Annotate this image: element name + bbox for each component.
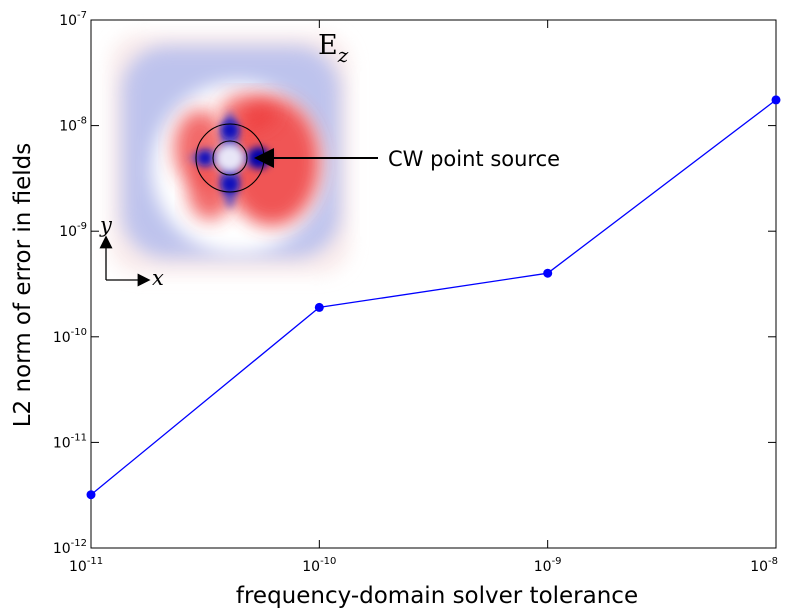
y-tick-label-exponent: -8 bbox=[77, 116, 87, 127]
series-line bbox=[90, 99, 777, 496]
y-tick-label-exponent: -12 bbox=[71, 538, 87, 549]
inset-inner-ring bbox=[212, 140, 248, 176]
x-tick-label-exponent: -10 bbox=[320, 556, 336, 567]
data-point bbox=[771, 95, 781, 105]
y-tick-label: 10-7 bbox=[59, 10, 87, 29]
inset-blue-spot-bottom bbox=[221, 175, 239, 193]
y-tick-label: 10-11 bbox=[53, 432, 87, 451]
inset-blue-spot-left bbox=[197, 150, 213, 166]
data-point bbox=[543, 268, 553, 278]
plot-frame bbox=[90, 19, 777, 549]
x-tick-label-exponent: -9 bbox=[552, 556, 562, 567]
x-tick-label-base: 10 bbox=[69, 559, 87, 575]
x-tick-label-exponent: -8 bbox=[768, 556, 778, 567]
inset-axis-indicator: y x bbox=[99, 213, 164, 290]
y-tick-label-exponent: -10 bbox=[71, 327, 87, 338]
inset-y-label: y bbox=[99, 213, 113, 237]
inset-field-label: Ez bbox=[318, 30, 349, 67]
inset-inner-white bbox=[216, 144, 244, 172]
inset-red-lobe-bottom bbox=[188, 164, 232, 220]
data-series-layer bbox=[86, 95, 781, 500]
y-tick-label-base: 10 bbox=[53, 541, 71, 557]
y-tick-label: 10-8 bbox=[59, 116, 87, 135]
y-tick-label: 10-9 bbox=[59, 221, 87, 240]
y-tick-label-base: 10 bbox=[53, 435, 71, 451]
y-tick-label: 10-12 bbox=[53, 538, 87, 557]
data-point bbox=[314, 302, 324, 312]
x-tick-label: 10-10 bbox=[302, 556, 336, 575]
y-tick-label: 10-10 bbox=[53, 327, 87, 346]
x-tick-label: 10-11 bbox=[69, 556, 103, 575]
x-axis-title: frequency-domain solver tolerance bbox=[236, 583, 638, 609]
y-tick-label-base: 10 bbox=[59, 119, 77, 135]
x-tick-label: 10-9 bbox=[534, 556, 562, 575]
inset-blue-spot-top bbox=[221, 121, 239, 139]
y-tick-label-base: 10 bbox=[53, 330, 71, 346]
y-tick-label-exponent: -7 bbox=[77, 10, 87, 21]
x-tick-label: 10-8 bbox=[750, 556, 778, 575]
y-tick-label-base: 10 bbox=[59, 224, 77, 240]
inset-x-label: x bbox=[152, 266, 164, 290]
y-tick-label-exponent: -11 bbox=[71, 432, 87, 443]
data-point bbox=[86, 490, 96, 500]
x-tick-label-base: 10 bbox=[750, 559, 768, 575]
x-axis: 10-11 10-10 10-9 10-8 bbox=[69, 20, 778, 575]
source-annotation: CW point source bbox=[388, 147, 560, 171]
x-tick-label-base: 10 bbox=[534, 559, 552, 575]
x-tick-label-base: 10 bbox=[302, 559, 320, 575]
inset-field-image bbox=[108, 30, 353, 275]
y-tick-label-exponent: -9 bbox=[77, 221, 87, 232]
inset-field-subscript: z bbox=[337, 43, 349, 67]
x-tick-label-exponent: -11 bbox=[87, 556, 103, 567]
y-tick-label-base: 10 bbox=[59, 13, 77, 29]
y-axis-title: L2 norm of error in fields bbox=[10, 143, 36, 428]
